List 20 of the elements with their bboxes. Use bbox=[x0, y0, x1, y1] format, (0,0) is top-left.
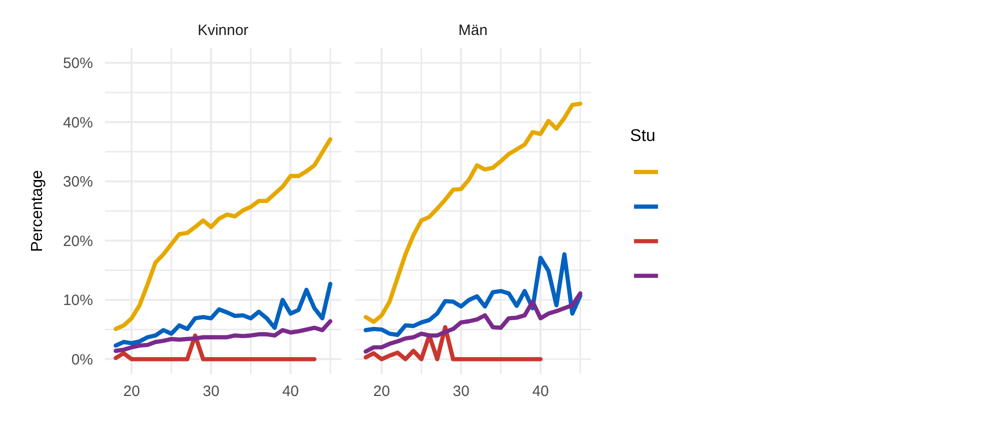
x-tick-label: 30 bbox=[202, 383, 220, 400]
x-tick-label: 20 bbox=[123, 383, 140, 400]
y-tick-label: 10% bbox=[62, 292, 93, 310]
line-series bbox=[114, 137, 332, 332]
y-tick-label: 30% bbox=[62, 174, 93, 191]
y-tick-label: 50% bbox=[62, 55, 93, 72]
y-axis-title: Percentage bbox=[29, 170, 46, 252]
chart-title: Män bbox=[458, 22, 488, 39]
x-tick-label: 20 bbox=[373, 383, 390, 400]
y-tick-label: 20% bbox=[62, 232, 93, 250]
y-tick-label: 40% bbox=[62, 114, 93, 132]
y-tick-label: 0% bbox=[71, 351, 93, 368]
line-series bbox=[114, 282, 332, 348]
x-tick-label: 30 bbox=[452, 383, 470, 400]
line-series bbox=[114, 319, 332, 353]
x-tick-label: 40 bbox=[282, 383, 299, 400]
line-series bbox=[114, 333, 316, 362]
x-tick-label: 40 bbox=[532, 383, 549, 400]
legend-title: Stu bbox=[630, 126, 656, 145]
chart-title: Kvinnor bbox=[198, 22, 248, 39]
